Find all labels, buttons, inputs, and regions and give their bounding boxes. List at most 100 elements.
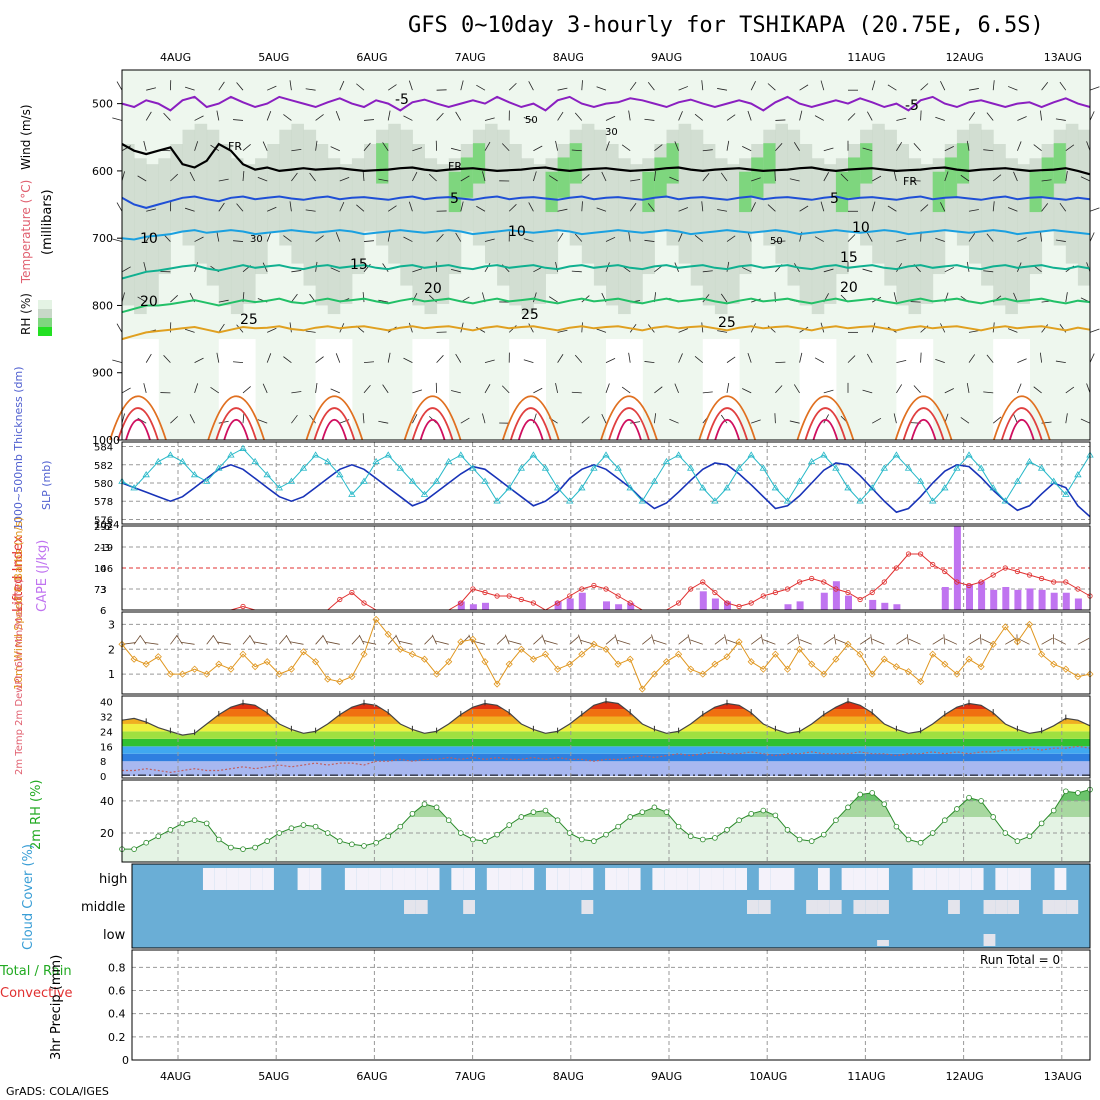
label-t-25-c: 25 <box>718 315 736 331</box>
xs-barb-12-885 <box>266 353 272 363</box>
rh-dry-48 <box>702 339 716 440</box>
cape-bar-9 <box>699 591 707 610</box>
cape-tick-0: 73 <box>94 585 107 596</box>
xs-barb-64-480 <box>887 84 897 91</box>
rh-band-12 <box>267 144 280 232</box>
rh-dry-73 <box>1005 339 1018 440</box>
wind-frame <box>121 611 1091 695</box>
rh-band-57 <box>811 158 825 315</box>
rh-band-46 <box>678 123 692 264</box>
wind-barb-44 <box>651 634 655 645</box>
warm-arch-3-0 <box>403 395 462 441</box>
li-point-60 <box>845 589 851 596</box>
li-point-49 <box>712 589 718 596</box>
xs-barb-76-930 <box>1033 386 1042 394</box>
xs-barb-4-525 <box>163 112 171 121</box>
cloud-low-gap-1 <box>983 934 996 946</box>
slp-point-65 <box>904 464 913 471</box>
wind-point-61 <box>856 650 864 658</box>
slp-point-37 <box>565 497 574 504</box>
wind-point-10 <box>239 650 247 658</box>
li-point-36 <box>554 600 561 606</box>
bottom-date-6: 10AUG <box>749 1070 787 1083</box>
label-t-15: 15 <box>350 257 368 273</box>
cloud-high-gap-19 <box>498 868 511 890</box>
slp-ylabel: SLP (mb) <box>40 460 53 510</box>
cape-bar-7 <box>615 604 623 610</box>
slp-point-61 <box>856 497 864 504</box>
xs-barb-42-885 <box>628 352 631 363</box>
xs-barb-80-885 <box>1089 353 1095 363</box>
xs-barb-46-615 <box>669 176 679 182</box>
xs-barb-16-975 <box>309 414 316 424</box>
rh-band-26 <box>436 164 450 304</box>
isotherm-4 <box>121 264 1091 280</box>
xs-barb-38-885 <box>574 354 583 363</box>
cloud-mid-gap-3 <box>581 900 594 914</box>
cloud-high-gap-40 <box>817 868 830 890</box>
bottom-date-axis: 4AUG 5AUG 6AUG 7AUG 8AUG 9AUG 10AUG 11AUG 12AUG 1… <box>160 1070 1082 1083</box>
xs-barb-4-975 <box>170 416 178 424</box>
bottom-date-2: 6AUG <box>356 1070 387 1083</box>
xs-barb-24-840 <box>408 322 413 333</box>
rh-point-48 <box>699 836 706 843</box>
slp-point-27 <box>444 457 453 465</box>
xs-barb-40-480 <box>596 86 607 91</box>
cloud-high-gap-18 <box>486 868 499 890</box>
cloud-high-gap-10 <box>368 868 381 890</box>
xs-barb-40-840 <box>596 328 607 333</box>
xs-barb-70-930 <box>966 382 970 393</box>
rh-moist-67 <box>932 171 946 213</box>
slp-point-60 <box>844 484 852 491</box>
slp-point-46 <box>674 451 683 458</box>
temp-tick-1: 8 <box>100 757 106 768</box>
xs-barb-76-885 <box>1039 352 1042 363</box>
bottom-date-4: 8AUG <box>553 1070 584 1083</box>
xs-barb-58-615 <box>823 172 829 182</box>
xs-barb-76-615 <box>1041 179 1052 182</box>
xs-barb-6-660 <box>184 207 195 212</box>
rh-point-79 <box>1075 790 1081 796</box>
rh-point-77 <box>1050 807 1057 814</box>
xs-barb-38-480 <box>581 80 583 91</box>
wind-barb-51 <box>726 639 740 645</box>
rh-point-37 <box>566 830 573 836</box>
cloud-high-gap-36 <box>735 868 748 890</box>
rh-moist-29 <box>472 143 486 184</box>
cloud-high-gap-0 <box>202 868 215 890</box>
rh-band-2 <box>146 164 159 304</box>
xs-barb-64-885 <box>896 359 907 364</box>
xs-barb-22-930 <box>382 384 389 394</box>
xs-barb-30-930 <box>484 384 491 394</box>
xs-barb-36-525 <box>557 111 564 121</box>
xs-barb-14-795 <box>291 293 298 303</box>
xs-barb-24-885 <box>403 357 413 363</box>
xs-barb-50-480 <box>717 88 728 91</box>
xs-barb-8-705 <box>216 231 220 242</box>
li-point-10 <box>240 603 246 610</box>
xs-barb-50-615 <box>720 172 728 182</box>
wind-point-29 <box>469 635 477 643</box>
rh-point-78 <box>1063 788 1069 795</box>
rh-point-1 <box>131 846 137 852</box>
rh-point-46 <box>675 823 682 830</box>
xs-barb-28-750 <box>451 269 461 273</box>
rh-band-8 <box>218 144 232 306</box>
slp-point-49 <box>711 497 719 504</box>
wind-barb-6 <box>180 641 195 645</box>
warm-arch-0-0 <box>109 395 167 441</box>
xs-barb-40-525 <box>605 115 616 121</box>
xs-barb-20-570 <box>363 142 371 151</box>
cloud-high-gap-7 <box>309 868 322 890</box>
rh-band-71 <box>981 129 994 286</box>
xs-barb-40-930 <box>605 383 610 394</box>
cape-bar-6 <box>603 601 610 610</box>
xs-barb-10-660 <box>236 203 244 212</box>
xs-barb-78-975 <box>1065 413 1068 424</box>
wind-point-18 <box>336 678 344 686</box>
xs-barb-40-885 <box>605 358 616 363</box>
wind-barb-56 <box>797 634 800 645</box>
rh-point-58 <box>820 831 827 838</box>
slp-point-70 <box>965 451 973 458</box>
xs-barb-50-975 <box>720 414 728 424</box>
